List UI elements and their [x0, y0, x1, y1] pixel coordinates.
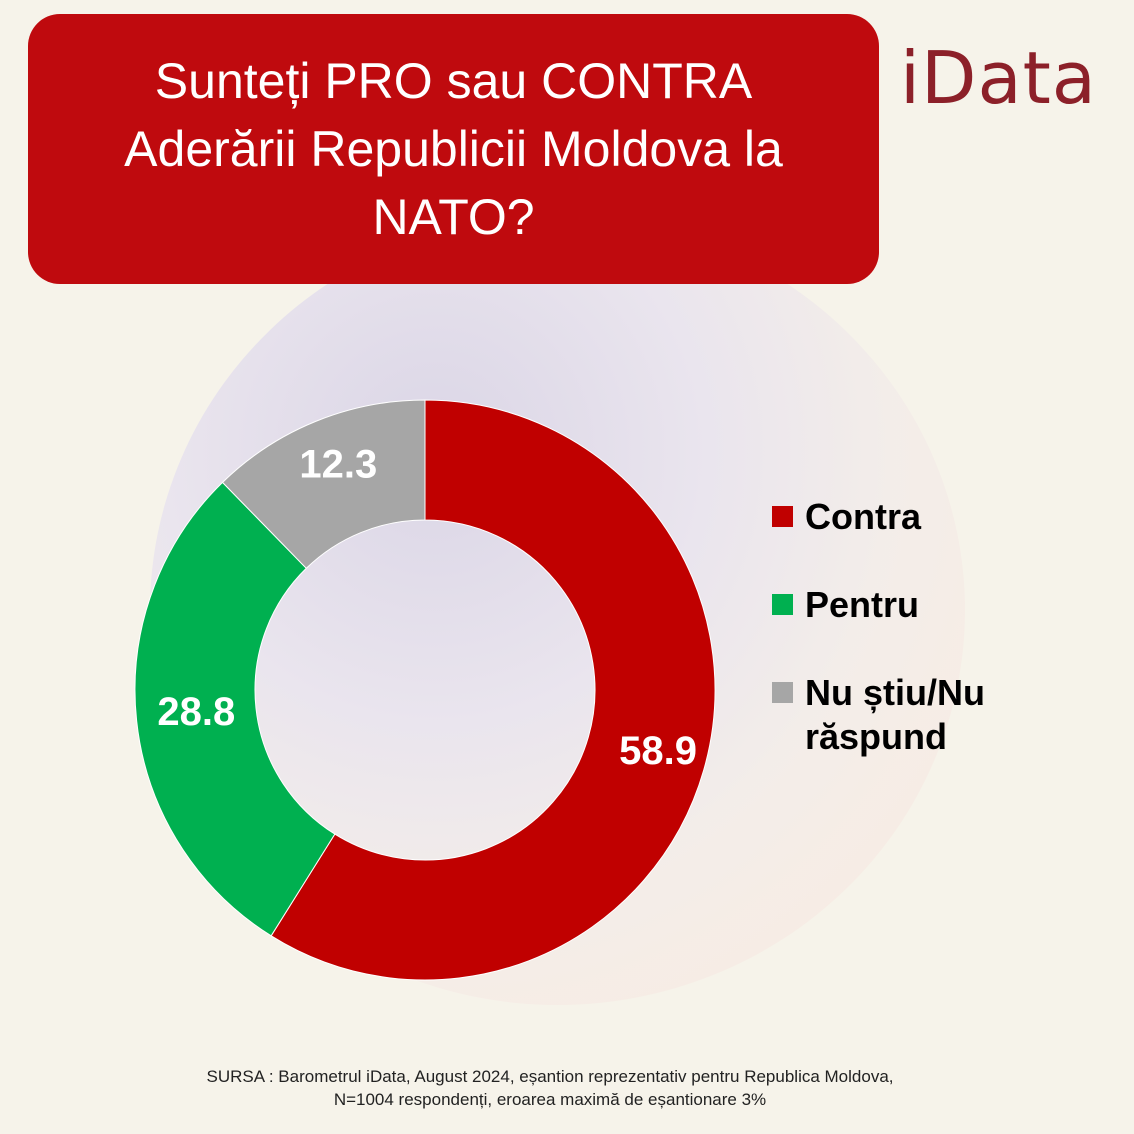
donut-labels: 58.9 28.8 12.3: [157, 443, 697, 774]
legend-swatch-nu-stiu: [772, 682, 793, 703]
legend-item-contra: Contra: [772, 495, 1072, 539]
donut-slice-0: [270, 399, 716, 981]
donut-slice-2: [221, 399, 426, 569]
chart-title: Sunteți PRO sau CONTRA Aderării Republic…: [124, 47, 783, 251]
source-note: SURSA : Barometrul iData, August 2024, e…: [100, 1065, 1000, 1111]
legend-swatch-pentru: [772, 594, 793, 615]
chart-legend: Contra Pentru Nu știu/Nu răspund: [772, 495, 1072, 803]
legend-label-contra: Contra: [805, 496, 921, 537]
title-line-1: Sunteți PRO sau CONTRA: [154, 53, 753, 109]
legend-item-nu-stiu: Nu știu/Nu răspund: [772, 671, 1072, 759]
title-line-3: NATO?: [372, 189, 535, 245]
legend-label-nu-stiu: Nu știu/Nu răspund: [805, 672, 985, 757]
slice-value-label-2: 12.3: [299, 443, 377, 487]
legend-swatch-contra: [772, 506, 793, 527]
title-line-2: Aderării Republicii Moldova la: [124, 121, 783, 177]
donut-slice-1: [134, 481, 336, 937]
legend-label-pentru: Pentru: [805, 584, 920, 625]
source-line-2: N=1004 respondenți, eroarea maximă de eș…: [333, 1090, 767, 1109]
slice-value-label-0: 58.9: [619, 729, 697, 773]
slice-value-label-1: 28.8: [157, 690, 235, 734]
legend-item-pentru: Pentru: [772, 583, 1072, 627]
donut-slices: [134, 399, 716, 981]
title-banner: Sunteți PRO sau CONTRA Aderării Republic…: [28, 14, 879, 284]
idata-logo: iData: [900, 36, 1097, 120]
source-line-1: SURSA : Barometrul iData, August 2024, e…: [206, 1067, 894, 1086]
